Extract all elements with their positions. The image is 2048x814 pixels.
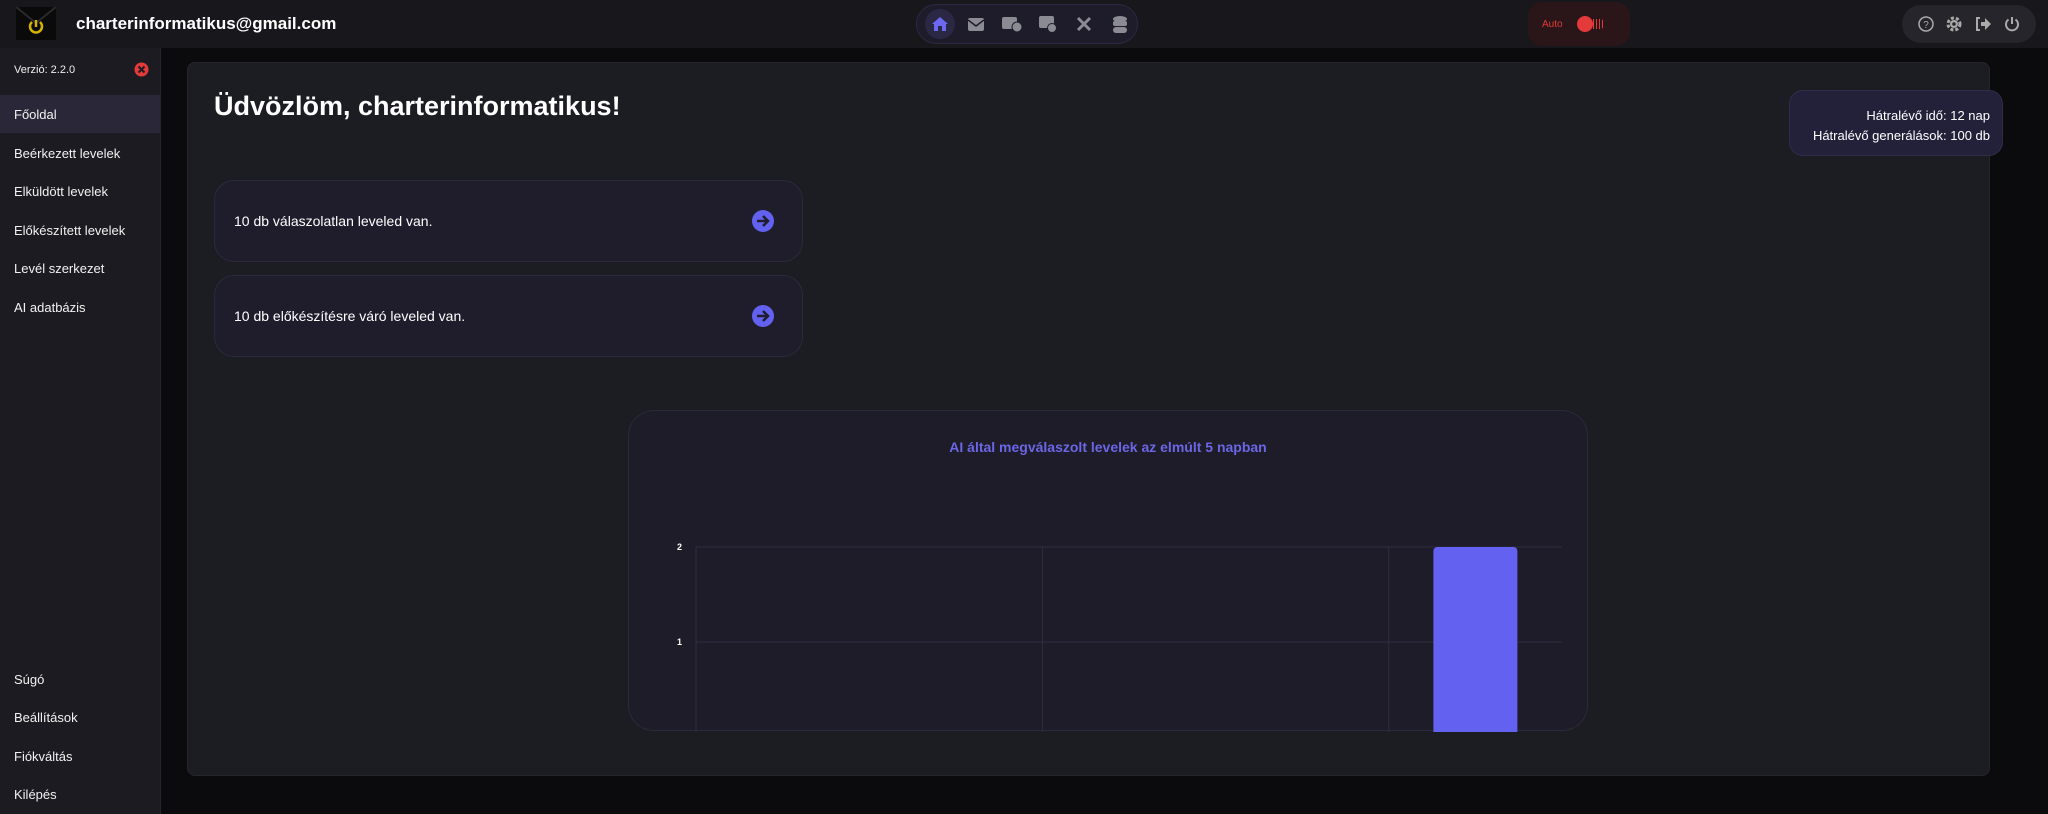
home-icon[interactable] [925,9,955,39]
card-text: 10 db előkészítésre váró leveled van. [234,308,466,324]
envelope-pending-icon[interactable] [1033,9,1063,39]
sidebar-item-ai-database[interactable]: AI adatbázis [14,299,86,315]
main-panel: Üdvözlöm, charterinformatikus! Hátralévő… [187,62,2003,776]
sidebar-item-home[interactable]: Főoldal [0,95,160,133]
app-logo[interactable] [16,7,56,40]
sidebar-item-sent[interactable]: Elküldött levelek [14,183,108,199]
sidebar-item-settings[interactable]: Beállítások [14,709,78,725]
svg-text:?: ? [1923,20,1929,31]
sidebar-item-switch-account[interactable]: Fiókváltás [14,748,73,764]
quota-info: Hátralévő idő: 12 nap Hátralévő generálá… [1789,90,2003,156]
sidebar: Verzió: 2.2.0 Főoldal Beérkezett levelek… [0,48,161,814]
auto-label: Auto [1542,18,1563,30]
bar [1433,547,1518,732]
utility-toolbar: ? [1902,5,2036,43]
sidebar-item-prepared[interactable]: Előkészített levelek [14,222,126,238]
generations-left: Hátralévő generálások: 100 db [1812,128,1990,143]
sidebar-item-structure[interactable]: Levél szerkezet [14,260,105,276]
y-tick-label: 2 [677,542,682,552]
main-nav [916,4,1138,44]
arrow-right-circle-icon[interactable] [752,210,774,232]
gear-icon[interactable] [1946,16,1962,32]
envelope-check-icon[interactable] [997,9,1027,39]
bar-chart: 0122026. 02. 02.2026. 02. 03.2026. 02. 0… [677,542,1562,732]
top-bar: charterinformatikus@gmail.com Auto ? [0,0,2048,48]
envelope-icon[interactable] [961,9,991,39]
page-title: Üdvözlöm, charterinformatikus! [214,91,621,121]
help-icon[interactable]: ? [1918,16,1934,32]
close-icon[interactable] [134,62,149,77]
chart-title: AI által megválaszolt levelek az elmúlt … [949,439,1267,455]
power-icon[interactable] [2004,16,2020,32]
card-text: 10 db válaszolatlan leveled van. [234,213,433,229]
sidebar-item-logout[interactable]: Kilépés [14,786,57,802]
chart-panel: AI által megválaszolt levelek az elmúlt … [628,410,1588,732]
version-label: Verzió: 2.2.0 [14,64,76,76]
y-tick-label: 1 [677,637,682,647]
auto-toggle[interactable] [1576,16,1607,32]
pending-card[interactable]: 10 db előkészítésre váró leveled van. [214,275,803,357]
database-icon[interactable] [1105,9,1135,39]
auto-mode: Auto [1528,2,1630,46]
logout-icon[interactable] [1975,17,1992,31]
sidebar-item-inbox[interactable]: Beérkezett levelek [14,145,121,161]
time-left: Hátralévő idő: 12 nap [1866,108,1990,123]
arrow-right-circle-icon[interactable] [752,305,774,327]
tools-icon[interactable] [1069,9,1099,39]
unanswered-card[interactable]: 10 db válaszolatlan leveled van. [214,180,803,262]
account-email: charterinformatikus@gmail.com [76,14,337,33]
sidebar-item-help[interactable]: Súgó [14,671,45,687]
